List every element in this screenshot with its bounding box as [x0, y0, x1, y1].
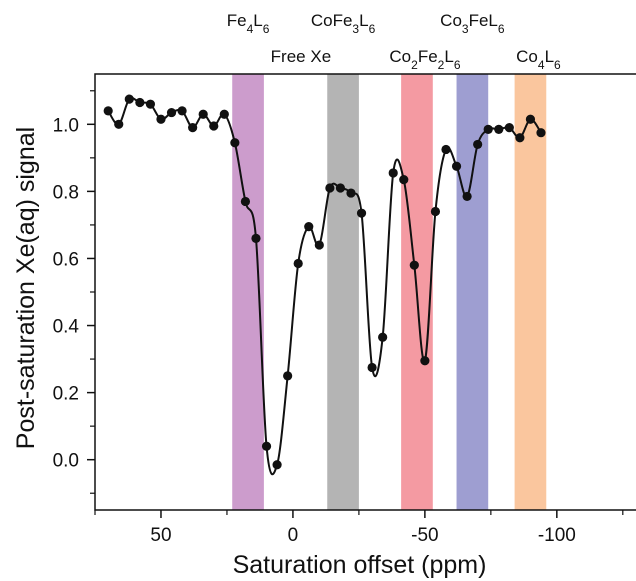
data-point	[335, 183, 346, 193]
y-tick-label: 0.8	[53, 182, 79, 203]
data-point	[494, 124, 504, 134]
x-tick-label: 0	[288, 525, 299, 546]
x-axis: 50 0 -50 -100	[94, 510, 624, 546]
data-point	[430, 206, 441, 217]
band-label-1: Free Xe	[271, 47, 331, 66]
data-point	[441, 144, 451, 155]
data-point	[177, 106, 187, 116]
data-point	[103, 106, 113, 116]
data-point	[525, 114, 536, 124]
band-label-5: Co4L6	[516, 47, 561, 72]
data-point	[388, 168, 398, 178]
data-point	[314, 240, 324, 250]
data-point	[356, 208, 367, 218]
band-label-3: Co2Fe2L6	[389, 47, 460, 72]
data-point	[451, 161, 462, 171]
data-point	[504, 123, 514, 133]
plot-frame	[94, 73, 636, 511]
y-axis: 0.0 0.2 0.4 0.6 0.8 1.0	[53, 90, 95, 494]
y-tick-label: 0.6	[53, 249, 79, 270]
data-point	[515, 133, 525, 143]
data-point	[124, 94, 134, 104]
y-axis-title: Post-saturation Xe(aq) signal	[12, 127, 40, 449]
data-point	[114, 119, 124, 129]
data-point	[188, 123, 198, 133]
data-point	[156, 114, 166, 124]
band-5	[514, 74, 547, 510]
y-tick-label: 0.0	[53, 451, 79, 472]
data-point	[209, 121, 219, 131]
data-point	[325, 183, 335, 193]
band-label-4: Co3FeL6	[440, 11, 505, 36]
data-point	[367, 362, 377, 373]
data-point	[346, 188, 356, 198]
x-tick-label: 50	[150, 525, 171, 546]
data-point	[283, 371, 293, 381]
band-label-0: Fe4L6	[227, 11, 270, 36]
band-2	[327, 74, 359, 510]
data-point	[378, 332, 388, 342]
y-tick-label: 0.2	[53, 384, 79, 405]
data-point	[135, 97, 145, 108]
data-point	[261, 441, 272, 451]
data-point	[251, 233, 261, 243]
data-point	[145, 99, 156, 109]
x-tick-label: -100	[538, 525, 576, 546]
x-tick-label: -50	[411, 525, 438, 546]
data-point	[536, 128, 546, 138]
data-point	[420, 356, 430, 366]
data-point	[219, 109, 229, 119]
data-point	[462, 191, 472, 202]
data-point	[240, 196, 251, 207]
data-point	[409, 260, 419, 270]
data-point	[399, 175, 409, 185]
data-point	[293, 258, 303, 269]
data-point	[166, 107, 177, 118]
y-tick-label: 0.4	[53, 317, 80, 338]
data-point	[304, 222, 314, 232]
band-label-2: CoFe3L6	[311, 11, 376, 36]
data-point	[272, 460, 282, 470]
band-4	[456, 74, 489, 510]
highlight-bands	[232, 74, 547, 510]
data-points	[103, 94, 546, 470]
data-point	[473, 139, 483, 150]
data-point	[198, 109, 208, 119]
y-tick-label: 1.0	[53, 115, 79, 136]
x-axis-title: Saturation offset (ppm)	[233, 551, 487, 579]
data-point	[230, 138, 240, 148]
data-point	[483, 124, 493, 134]
